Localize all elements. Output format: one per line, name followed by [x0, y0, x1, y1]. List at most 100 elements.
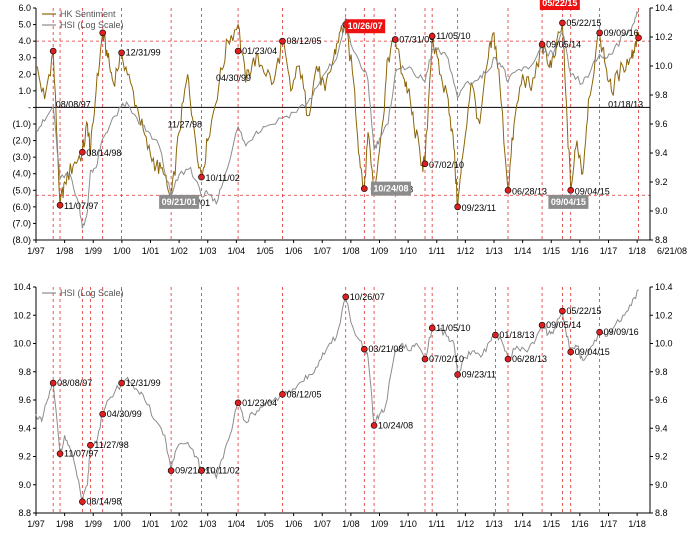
- panel1-right-tick-label: 10.4: [655, 3, 673, 13]
- panel2-x-tick-label: 1/18: [628, 519, 646, 529]
- panel1-x-tick-label: 1/01: [142, 246, 160, 256]
- panel2-x-tick-label: 1/15: [542, 519, 560, 529]
- panel2-event-marker: [504, 355, 512, 363]
- panel2-left-tick-label: 8.8: [18, 508, 31, 518]
- panel1-boxed-label-bg: [345, 19, 386, 34]
- panel1-text-annotation: 04/30/99: [216, 73, 251, 83]
- panel2-right-tick-label: 8.8: [655, 508, 668, 518]
- panel2-left-tick-label: 9.6: [18, 395, 31, 405]
- panel2-event-marker: [342, 293, 350, 301]
- panel2-event-label: 06/28/13: [512, 354, 547, 364]
- panel2-x-tick-label: 1/98: [56, 519, 74, 529]
- panel2-x-tick-label: 1/05: [256, 519, 274, 529]
- panel2-x-tick-label: 1/02: [170, 519, 188, 529]
- panel2-legend-label: HSI (Log Scale): [60, 288, 124, 298]
- panel2-event-label: 11/27/98: [94, 440, 128, 450]
- panel1-event-marker: [391, 36, 399, 43]
- panel2-left-tick-label: 9.8: [18, 367, 31, 377]
- panel2-event-marker: [596, 328, 603, 336]
- panel1-left-tick-label: (1.0): [12, 119, 31, 129]
- panel2-x-tick-label: 1/17: [600, 519, 618, 529]
- panel1-legend-label: HK Sentiment: [60, 9, 116, 19]
- panel1-event-label: 07/02/10: [429, 160, 464, 170]
- panel2-right-tick-label: 9.4: [655, 423, 668, 433]
- panel1-right-tick-label: 10.0: [655, 61, 673, 71]
- panel2-event-label: 10/11/02: [205, 466, 239, 476]
- panel2-x-tick-label: 1/14: [514, 519, 532, 529]
- panel2-right-tick-label: 10.2: [655, 310, 673, 320]
- panel1-event-label: 05/22/15: [566, 18, 601, 28]
- panel1-event-label: 12/31/99: [126, 48, 161, 58]
- panel1-event-label: 08/14/98: [86, 148, 121, 158]
- panel2-x-tick-label: 1/07: [313, 519, 331, 529]
- panel1-event-label: 09/04/15: [575, 186, 610, 196]
- panel2-event-label: 08/14/98: [86, 497, 121, 507]
- panel1-event-label: 09/09/16: [604, 28, 639, 38]
- panel2-right-tick-label: 10.0: [655, 339, 673, 349]
- panel2-group: 10.4 10.2 10.0 9.8 9.6 9.4 9.2 9.0 8.8 10.4 10.2 10…: [13, 282, 672, 529]
- panel2-event-label: 04/30/99: [107, 409, 142, 419]
- panel2-event-label: 01/18/13: [499, 330, 534, 340]
- panel1-left-tick-label: 5.0: [18, 20, 31, 30]
- panel1-x-tick-label: 1/17: [600, 246, 618, 256]
- panel1-x-tick-label: 1/18: [628, 246, 646, 256]
- panel1-event-marker: [428, 32, 436, 40]
- panel2-event-label: 09/23/11: [462, 370, 496, 380]
- panel2-x-tick-label: 1/10: [399, 519, 417, 529]
- panel2-event-label: 09/04/15: [575, 347, 610, 357]
- panel2-event-label: 01/23/04: [242, 398, 277, 408]
- panel2-left-tick-label: 10.2: [13, 310, 31, 320]
- panel2-event-label: 12/31/99: [126, 378, 161, 388]
- panel2-event-marker: [361, 345, 368, 353]
- panel2-x-tick-label: 1/01: [142, 519, 160, 529]
- panel2-x-tick-label: 1/09: [371, 519, 389, 529]
- panel2-left-tick-label: 10.4: [13, 282, 31, 292]
- panel2-event-marker: [538, 321, 546, 329]
- panel1-x-tick-label: 1/11: [428, 246, 445, 256]
- panel2-x-tick-label: 1/04: [228, 519, 246, 529]
- panel1-text-annotation: 08/08/97: [56, 99, 91, 109]
- panel2-left-tick-label: 9.4: [18, 423, 31, 433]
- panel2-event-label: 08/12/05: [286, 389, 321, 399]
- panel1-event-label: 10/11/02: [205, 173, 239, 183]
- panel1-event-label: 09/05/14: [546, 39, 581, 49]
- panel1-right-tick-label: 10.2: [655, 32, 673, 42]
- panel1-x-tick-label: 1/16: [571, 246, 589, 256]
- panel1-right-tick-label: 9.6: [655, 119, 668, 129]
- panel1-series-hk-sentiment-line: [35, 22, 640, 207]
- panel2-right-tick-label: 9.8: [655, 367, 668, 377]
- panel2-event-marker: [167, 467, 175, 474]
- panel1-boxed-label: 05/22/15: [542, 0, 577, 8]
- panel1-boxed-label: 09/21/01: [162, 197, 197, 207]
- panel1-event-label: 11/07/97: [64, 201, 98, 211]
- panel1-event-marker: [559, 19, 566, 27]
- panel1-event-label: 01/23/04: [242, 46, 277, 56]
- panel1-legend-label: HSI (Log Scale): [60, 20, 124, 30]
- panel2-x-tick-label: 1/97: [27, 519, 45, 529]
- panel1-left-tick-label: -: [28, 102, 31, 112]
- panel2-right-tick-label: 9.0: [655, 480, 668, 490]
- panel1-x-tick-label: 1/02: [170, 246, 188, 256]
- panel2-event-marker: [567, 348, 575, 356]
- panel1-x-tick-label: 1/03: [199, 246, 217, 256]
- panel1-event-marker: [361, 185, 368, 192]
- panel1-event-marker: [538, 41, 546, 48]
- panel2-right-tick-label: 9.6: [655, 395, 668, 405]
- panel1-event-marker: [49, 47, 57, 55]
- panel2-left-tick-label: 10.0: [13, 339, 31, 349]
- panel1-event-marker: [118, 49, 125, 57]
- panel1-boxed-label: 09/04/15: [551, 197, 586, 207]
- panel2-event-label: 09/05/14: [546, 320, 581, 330]
- panel1-event-label: 06/28/13: [512, 186, 547, 196]
- panel2-event-label: 10/26/07: [350, 292, 385, 302]
- panel2-event-label: 05/22/15: [566, 306, 601, 316]
- panel2-event-label: 08/08/97: [57, 378, 92, 388]
- panel1-x-tick-label: 1/00: [113, 246, 131, 256]
- panel2-event-marker: [454, 371, 461, 378]
- panel1-left-tick-label: (3.0): [12, 152, 31, 162]
- panel1-event-marker: [99, 29, 106, 37]
- panel2-right-tick-label: 10.4: [655, 282, 673, 292]
- panel1-right-tick-label: 8.8: [655, 235, 668, 245]
- panel1-left-tick-label: (4.0): [12, 169, 31, 179]
